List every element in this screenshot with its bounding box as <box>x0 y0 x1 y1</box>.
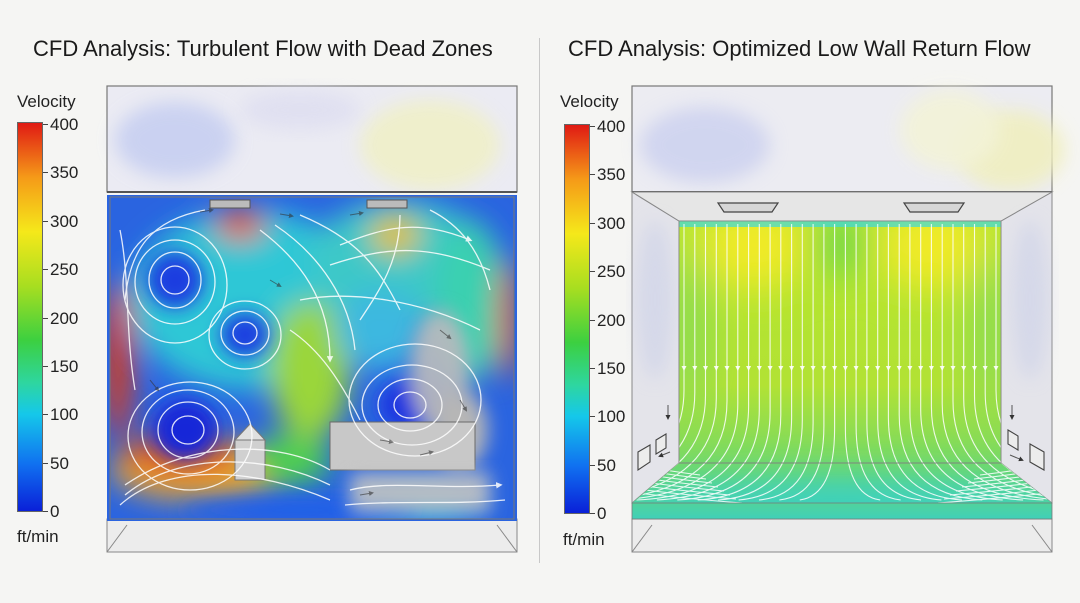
flow-arrow <box>896 366 902 371</box>
streamline <box>930 224 1044 501</box>
flow-arrow <box>810 366 816 371</box>
streamline <box>677 224 771 501</box>
streamline <box>633 224 728 501</box>
left-legend-unit: ft/min <box>17 527 59 546</box>
streamline <box>779 224 825 501</box>
streamline <box>855 224 901 501</box>
flow-arrow <box>692 366 698 371</box>
right-legend-unit: ft/min <box>563 530 605 549</box>
flow-arrow <box>918 366 924 371</box>
flow-arrow <box>767 366 773 371</box>
left-tick: 250 <box>42 260 79 279</box>
right-tick: 150 <box>589 359 626 378</box>
right-tick: 300 <box>589 214 626 233</box>
right-tick: 0 <box>589 504 607 523</box>
streamline <box>963 224 1052 501</box>
streamline <box>909 224 1003 501</box>
flow-arrow <box>703 366 708 371</box>
right-legend-title: Velocity <box>560 92 619 111</box>
left-tick: 350 <box>42 163 79 182</box>
left-tick: 100 <box>42 405 79 424</box>
left-tick: 200 <box>42 309 79 328</box>
flow-arrow <box>982 366 988 371</box>
right-panel-title: CFD Analysis: Optimized Low Wall Return … <box>568 36 1031 61</box>
flow-arrow <box>778 366 784 371</box>
streamline <box>718 224 793 501</box>
left-colorbar <box>17 122 43 512</box>
flow-arrow <box>885 366 891 371</box>
flow-arrow <box>799 366 805 371</box>
streamline <box>866 224 922 501</box>
flow-arrow <box>832 366 838 371</box>
flow-arrow <box>821 366 827 371</box>
flow-arrow <box>864 366 870 371</box>
flow-arrow <box>681 366 687 371</box>
left-tick: 150 <box>42 357 79 376</box>
flow-arrow <box>756 366 762 371</box>
flow-arrow <box>907 366 913 371</box>
streamline <box>738 224 803 501</box>
flow-arrow <box>735 366 741 371</box>
flow-arrow <box>928 366 934 371</box>
flow-arrow <box>972 366 977 371</box>
right-tick: 350 <box>589 165 626 184</box>
right-tick: 250 <box>589 262 626 281</box>
flow-arrow <box>875 366 881 371</box>
flow-arrow <box>950 366 956 371</box>
right-room <box>630 85 1065 553</box>
streamline <box>941 224 1052 501</box>
left-tick: 50 <box>43 454 69 473</box>
left-tick: 0 <box>42 502 60 521</box>
right-tick: 50 <box>590 456 616 475</box>
right-tick: 100 <box>589 407 626 426</box>
streamline <box>920 224 1024 501</box>
flow-arrow <box>746 366 752 371</box>
streamline <box>799 224 836 501</box>
return-streamline <box>635 492 743 503</box>
streamline <box>633 224 717 501</box>
panel-divider <box>539 38 540 563</box>
streamline <box>877 224 942 501</box>
left-room <box>106 85 518 553</box>
right-colorbar <box>564 124 590 514</box>
flow-arrow <box>842 366 848 371</box>
streamline <box>633 224 739 501</box>
streamline <box>844 224 881 501</box>
return-streamline <box>937 492 1049 503</box>
flow-arrow <box>993 366 999 371</box>
left-legend-title: Velocity <box>17 92 76 111</box>
flow-arrow <box>713 366 719 371</box>
flow-arrow <box>939 366 945 371</box>
streamline <box>887 224 962 501</box>
streamline <box>636 224 750 501</box>
right-tick: 400 <box>589 117 626 136</box>
streamline <box>656 224 760 501</box>
left-panel-title: CFD Analysis: Turbulent Flow with Dead Z… <box>33 36 493 61</box>
left-tick: 300 <box>42 212 79 231</box>
flow-arrow <box>724 366 730 371</box>
flow-arrow <box>961 366 967 371</box>
right-tick: 200 <box>589 311 626 330</box>
left-tick: 400 <box>42 115 79 134</box>
streamline <box>758 224 814 501</box>
flow-arrow <box>789 366 795 371</box>
flow-arrow <box>853 366 859 371</box>
